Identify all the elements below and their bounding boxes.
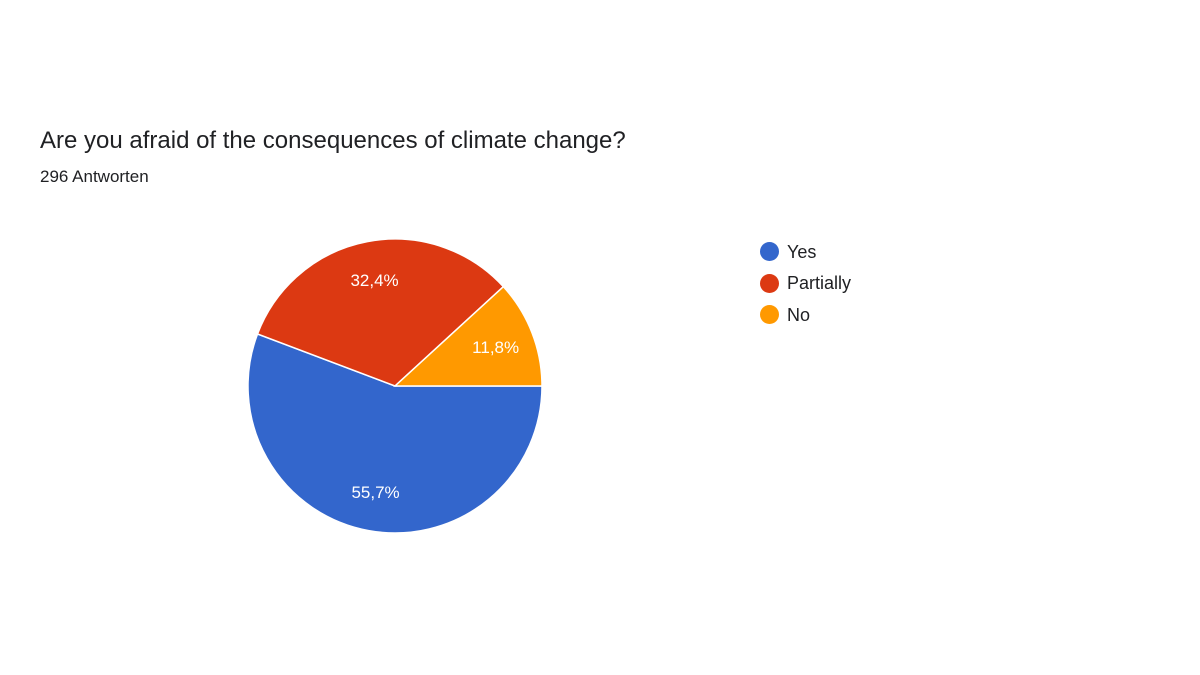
slice-label-yes: 55,7% [351,483,399,502]
slice-label-no: 11,8% [472,338,519,357]
pie-slice-no[interactable] [393,285,543,387]
pie-slice-partially[interactable] [256,238,505,387]
legend-item-partially[interactable]: Partially [760,268,851,300]
legend-swatch [760,305,779,325]
question-title: Are you afraid of the consequences of cl… [40,127,626,154]
legend-item-yes[interactable]: Yes [760,236,851,268]
slice-label-partially: 32,4% [350,271,398,290]
response-count: 296 Antworten [40,167,149,186]
legend-swatch [760,273,779,293]
chart-legend: Yes Partially No [760,236,851,331]
legend-label: No [787,304,811,325]
legend-swatch [760,242,779,262]
legend-label: Yes [787,241,817,262]
legend-label: Partially [787,273,852,294]
legend-item-no[interactable]: No [760,299,851,331]
pie-slice-yes[interactable] [247,333,543,534]
